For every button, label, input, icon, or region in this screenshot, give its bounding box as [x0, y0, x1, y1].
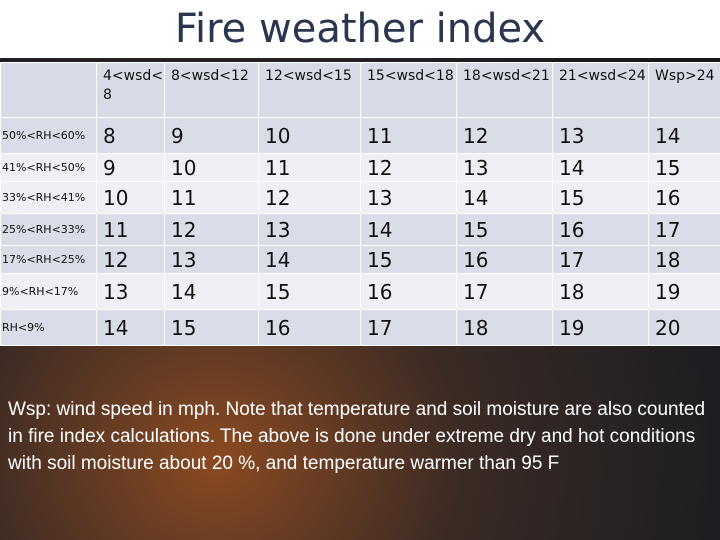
- table-cell: 14: [360, 213, 457, 246]
- table-cell: 9: [96, 153, 165, 182]
- table-cell: 10: [164, 153, 259, 182]
- table-cell: 16: [648, 181, 720, 214]
- row-header: 17%<RH<25%: [0, 245, 97, 274]
- table-cell: 19: [648, 273, 720, 310]
- table-row: RH<9% 14 15 16 17 18 19 20: [0, 309, 720, 346]
- row-header: 25%<RH<33%: [0, 213, 97, 246]
- table-cell: 18: [648, 245, 720, 274]
- table-cell: 13: [360, 181, 457, 214]
- column-header: 15<wsd<18: [360, 62, 457, 118]
- row-header: 41%<RH<50%: [0, 153, 97, 182]
- table-cell: 12: [258, 181, 361, 214]
- fire-index-table: 4<wsd< 8 8<wsd<12 12<wsd<15 15<wsd<18 18…: [0, 62, 720, 346]
- table-row: 33%<RH<41% 10 11 12 13 14 15 16: [0, 181, 720, 214]
- table-row: 41%<RH<50% 9 10 11 12 13 14 15: [0, 153, 720, 182]
- table-row: 17%<RH<25% 12 13 14 15 16 17 18: [0, 245, 720, 274]
- table-cell: 14: [96, 309, 165, 346]
- table-cell: 13: [96, 273, 165, 310]
- row-header: RH<9%: [0, 309, 97, 346]
- header-row: 4<wsd< 8 8<wsd<12 12<wsd<15 15<wsd<18 18…: [0, 62, 720, 118]
- title-bar: [0, 0, 720, 58]
- table-cell: 13: [258, 213, 361, 246]
- column-header: 21<wsd<24: [552, 62, 649, 118]
- table-cell: 16: [258, 309, 361, 346]
- table-cell: 17: [648, 213, 720, 246]
- table-cell: 13: [456, 153, 553, 182]
- table-cell: 15: [164, 309, 259, 346]
- column-header: 12<wsd<15: [258, 62, 361, 118]
- table-cell: 15: [648, 153, 720, 182]
- table-cell: 13: [552, 117, 649, 154]
- table-cell: 14: [258, 245, 361, 274]
- table-cell: 11: [360, 117, 457, 154]
- table-cell: 17: [456, 273, 553, 310]
- table-cell: 12: [164, 213, 259, 246]
- row-header: 50%<RH<60%: [0, 117, 97, 154]
- table-cell: 14: [648, 117, 720, 154]
- table-cell: 15: [360, 245, 457, 274]
- row-header: 33%<RH<41%: [0, 181, 97, 214]
- column-header: 8<wsd<12: [164, 62, 259, 118]
- column-header: 4<wsd< 8: [96, 62, 165, 118]
- column-header: 18<wsd<21: [456, 62, 553, 118]
- table-cell: 18: [552, 273, 649, 310]
- table-cell: 14: [164, 273, 259, 310]
- table-cell: 17: [552, 245, 649, 274]
- table-cell: 16: [456, 245, 553, 274]
- table-cell: 16: [552, 213, 649, 246]
- table-cell: 16: [360, 273, 457, 310]
- table-cell: 8: [96, 117, 165, 154]
- table-cell: 11: [96, 213, 165, 246]
- table-cell: 13: [164, 245, 259, 274]
- caption-text: Wsp: wind speed in mph. Note that temper…: [8, 399, 706, 474]
- table-row: 25%<RH<33% 11 12 13 14 15 16 17: [0, 213, 720, 246]
- table-cell: 12: [96, 245, 165, 274]
- table-row: 50%<RH<60% 8 9 10 11 12 13 14: [0, 117, 720, 154]
- table-cell: 20: [648, 309, 720, 346]
- table-cell: 15: [552, 181, 649, 214]
- table-cell: 18: [456, 309, 553, 346]
- table-cell: 19: [552, 309, 649, 346]
- table-cell: 15: [456, 213, 553, 246]
- table-cell: 17: [360, 309, 457, 346]
- column-header: Wsp>24: [648, 62, 720, 118]
- table-cell: 10: [258, 117, 361, 154]
- slide-title: Fire weather index: [174, 6, 546, 52]
- table-cell: 14: [456, 181, 553, 214]
- table-row: 9%<RH<17% 13 14 15 16 17 18 19: [0, 273, 720, 310]
- table-cell: 11: [258, 153, 361, 182]
- corner-cell: [0, 62, 97, 118]
- table-cell: 14: [552, 153, 649, 182]
- table-cell: 12: [456, 117, 553, 154]
- table-cell: 15: [258, 273, 361, 310]
- table-cell: 10: [96, 181, 165, 214]
- table-cell: 12: [360, 153, 457, 182]
- table-cell: 9: [164, 117, 259, 154]
- table-cell: 11: [164, 181, 259, 214]
- row-header: 9%<RH<17%: [0, 273, 97, 310]
